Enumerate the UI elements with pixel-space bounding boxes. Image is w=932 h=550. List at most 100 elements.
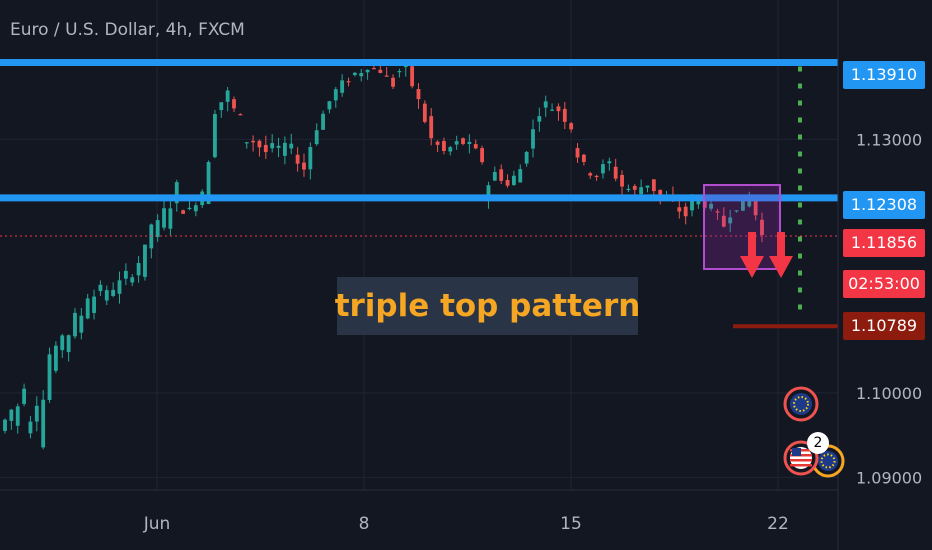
countdown-label: 02:53:00 xyxy=(843,270,925,298)
candle-body xyxy=(473,144,478,149)
candle-body xyxy=(181,210,186,214)
candle-body xyxy=(244,142,249,144)
candle-body xyxy=(683,206,688,217)
candle-body xyxy=(340,80,345,93)
candle-body xyxy=(391,77,395,87)
candle-body xyxy=(302,162,306,170)
pattern-annotation[interactable]: triple top pattern xyxy=(335,277,640,335)
candle-body xyxy=(53,345,58,371)
arrow-shaft xyxy=(748,232,756,256)
arrow-head xyxy=(769,256,793,278)
candle-body xyxy=(111,289,116,296)
us-event-icon[interactable] xyxy=(783,440,819,476)
price-label-support[interactable]: 1.12308 xyxy=(843,191,925,219)
candle-body xyxy=(626,188,631,191)
y-tick-label: 1.13000 xyxy=(856,130,922,149)
candle-body xyxy=(174,182,179,204)
pattern-box xyxy=(703,184,781,270)
candle-body xyxy=(327,101,332,110)
price-label-current[interactable]: 1.11856 xyxy=(843,229,925,257)
candle-body xyxy=(333,89,338,101)
candle-body xyxy=(60,335,65,351)
candle-body xyxy=(480,148,485,163)
candle-body xyxy=(639,187,644,195)
x-tick-label: 15 xyxy=(560,514,582,534)
candle-body xyxy=(588,173,593,176)
eu-event-icon[interactable] xyxy=(783,386,819,422)
candle-body xyxy=(524,151,529,164)
candle-body xyxy=(263,144,268,153)
down-arrow xyxy=(769,232,793,278)
candle-body xyxy=(92,296,96,313)
candle-body xyxy=(98,284,103,292)
candle-body xyxy=(219,102,224,111)
candle-body xyxy=(314,130,319,145)
candle-body xyxy=(620,174,624,187)
candle-body xyxy=(575,148,580,158)
candle-body xyxy=(416,89,421,100)
candle-body xyxy=(359,73,364,77)
price-label-target[interactable]: 1.10789 xyxy=(843,312,925,340)
candle-body xyxy=(143,244,147,277)
candle-body xyxy=(531,129,535,149)
candle-body xyxy=(505,180,510,186)
y-tick-label: 1.10000 xyxy=(856,384,922,403)
candle-body xyxy=(3,419,7,431)
candle-body xyxy=(85,298,90,319)
candle-body xyxy=(690,199,694,211)
candle-body xyxy=(257,140,262,148)
candle-body xyxy=(251,140,256,143)
candle-body xyxy=(213,114,217,158)
candle-body xyxy=(123,270,128,279)
candle-body xyxy=(308,147,313,170)
candle-body xyxy=(537,116,542,122)
candle-body xyxy=(429,116,434,139)
candle-body xyxy=(607,161,612,164)
candle-body xyxy=(461,138,465,144)
event-count-badge: 2 xyxy=(807,432,829,454)
candle-body xyxy=(511,175,516,185)
candle-body xyxy=(73,312,77,337)
candle-body xyxy=(709,203,714,209)
candle-body xyxy=(658,189,663,197)
candle-body xyxy=(47,354,52,400)
chart-title: Euro / U.S. Dollar, 4h, FXCM xyxy=(10,20,245,40)
candle-body xyxy=(9,409,14,421)
price-label-resistance[interactable]: 1.13910 xyxy=(843,61,925,89)
down-arrow xyxy=(740,232,764,278)
candle-body xyxy=(136,262,141,276)
candle-body xyxy=(15,406,20,426)
candle-body xyxy=(168,208,173,229)
candle-body xyxy=(435,141,440,145)
candle-body xyxy=(601,164,605,174)
candle-body xyxy=(117,280,122,294)
candle-body xyxy=(518,169,523,183)
candle-body xyxy=(747,197,752,207)
candle-body xyxy=(454,141,459,145)
candle-body xyxy=(645,185,650,188)
candle-body xyxy=(492,172,497,181)
candle-body xyxy=(66,335,71,353)
candle-body xyxy=(422,103,427,122)
arrow-shaft xyxy=(777,232,785,256)
candle-body xyxy=(753,196,758,216)
candle-body xyxy=(346,81,351,83)
candle-body xyxy=(760,219,764,236)
candle-body xyxy=(651,179,656,192)
candle-body xyxy=(187,207,192,210)
candle-body xyxy=(321,113,325,130)
x-tick-label: Jun xyxy=(143,514,171,534)
candle-body xyxy=(162,208,166,228)
candle-body xyxy=(569,123,574,130)
candle-body xyxy=(206,162,211,205)
candle-body xyxy=(734,210,739,212)
x-tick-label: 8 xyxy=(359,514,370,534)
candle-body xyxy=(562,108,567,122)
candle-body xyxy=(155,220,160,237)
x-tick-label: 22 xyxy=(767,514,789,534)
candle-body xyxy=(193,205,198,212)
candle-body xyxy=(632,185,637,190)
candle-body xyxy=(41,399,46,448)
candle-body xyxy=(442,141,446,151)
